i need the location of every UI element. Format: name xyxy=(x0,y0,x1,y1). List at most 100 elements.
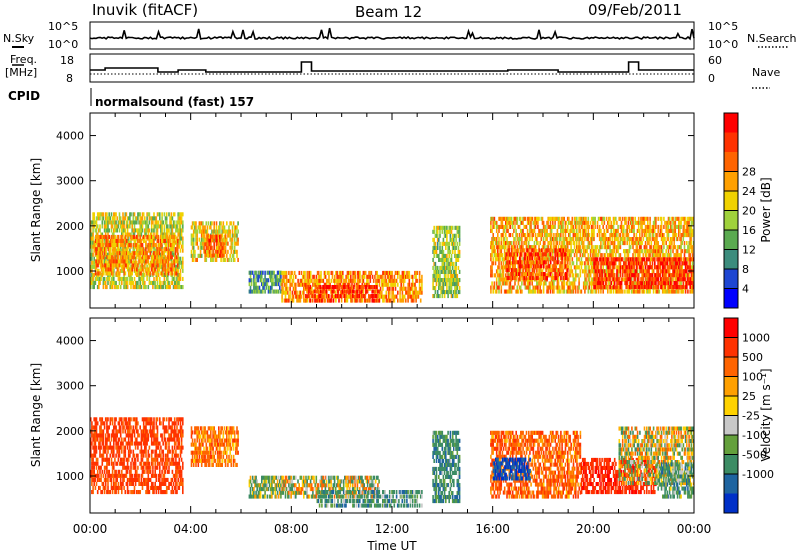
power-cell xyxy=(108,267,111,272)
power-cell xyxy=(196,229,198,234)
power-cell xyxy=(642,273,645,278)
power-cell xyxy=(261,270,263,275)
power-cell xyxy=(503,237,506,242)
power-cell xyxy=(296,298,298,303)
power-cell xyxy=(670,241,672,246)
power-cell xyxy=(665,281,667,286)
power-cell xyxy=(519,237,522,242)
power-cell xyxy=(490,216,492,221)
power-cell xyxy=(407,286,409,291)
power-cell xyxy=(552,281,554,286)
power-cell xyxy=(96,232,99,237)
power-cell xyxy=(458,278,461,283)
power-cell xyxy=(171,234,173,239)
power-cell xyxy=(631,220,633,225)
power-cell xyxy=(155,251,157,256)
power-cell xyxy=(652,233,655,238)
power-cell xyxy=(632,241,634,246)
power-cell xyxy=(566,241,569,246)
power-cell xyxy=(309,289,312,294)
power-cell xyxy=(155,216,158,221)
power-cell xyxy=(116,263,119,268)
power-cell xyxy=(109,267,112,272)
power-cell xyxy=(537,224,539,229)
power-cell xyxy=(508,273,511,278)
power-cell xyxy=(337,294,339,299)
power-cell xyxy=(513,241,515,246)
power-cell xyxy=(114,212,116,217)
power-cell xyxy=(190,249,193,254)
power-cell xyxy=(584,253,586,258)
power-cell xyxy=(671,285,673,290)
power-cell xyxy=(516,233,519,238)
power-cell xyxy=(569,249,571,254)
power-cell xyxy=(532,228,535,233)
power-cell xyxy=(103,276,106,281)
power-cell xyxy=(162,236,164,241)
power-cell xyxy=(647,289,649,294)
power-cell xyxy=(156,267,159,272)
power-cell xyxy=(634,220,636,225)
power-cell xyxy=(141,212,144,217)
nsky-label: N.Sky xyxy=(3,32,35,45)
power-cell xyxy=(450,229,453,234)
power-cell xyxy=(101,212,104,217)
power-cell xyxy=(666,289,669,294)
power-cell xyxy=(455,253,457,258)
power-cell xyxy=(182,228,184,233)
power-cell xyxy=(255,274,257,279)
power-cell xyxy=(213,225,215,230)
power-cell xyxy=(165,212,168,217)
power-cell xyxy=(596,233,599,238)
power-cell xyxy=(157,247,160,252)
power-cell xyxy=(305,294,307,299)
power-cell xyxy=(340,270,343,275)
power-cell xyxy=(158,243,161,248)
power-cell xyxy=(92,280,94,285)
power-cell xyxy=(159,234,162,239)
power-cell xyxy=(101,263,104,268)
power-cell xyxy=(552,285,554,290)
power-cell xyxy=(103,271,105,276)
power-cell xyxy=(631,224,633,229)
power-cell xyxy=(146,228,148,233)
power-cell xyxy=(233,257,236,262)
power-cell xyxy=(336,278,338,283)
power-cell xyxy=(632,285,634,290)
power-cell xyxy=(617,224,619,229)
power-cell xyxy=(162,238,164,243)
power-cell xyxy=(451,245,454,250)
power-cell xyxy=(647,224,649,229)
power-cell xyxy=(563,273,565,278)
power-cell xyxy=(224,241,227,246)
power-cell xyxy=(541,228,544,233)
power-cell xyxy=(514,237,516,242)
power-cell xyxy=(590,285,593,290)
power-cell xyxy=(495,245,498,250)
power-cell xyxy=(565,237,568,242)
power-cell xyxy=(119,285,122,290)
power-cell xyxy=(571,261,574,266)
power-cell xyxy=(457,245,460,250)
power-cell xyxy=(556,233,559,238)
power-cell xyxy=(360,290,362,295)
power-cell xyxy=(449,257,452,262)
power-cell xyxy=(350,270,352,275)
power-cell xyxy=(99,228,101,233)
power-cell xyxy=(219,229,221,234)
power-cell xyxy=(544,249,546,254)
power-cell xyxy=(392,298,394,303)
power-cell xyxy=(155,285,158,290)
power-cell xyxy=(219,253,221,258)
power-cell xyxy=(624,277,626,282)
power-cell xyxy=(297,294,299,299)
power-cell xyxy=(524,261,527,266)
power-cell xyxy=(621,241,624,246)
power-cell xyxy=(172,220,175,225)
power-cell xyxy=(340,298,343,303)
power-cell xyxy=(175,285,177,290)
power-cell xyxy=(229,229,231,234)
power-cell xyxy=(516,269,519,274)
power-cell xyxy=(613,241,616,246)
power-cell xyxy=(498,273,500,278)
